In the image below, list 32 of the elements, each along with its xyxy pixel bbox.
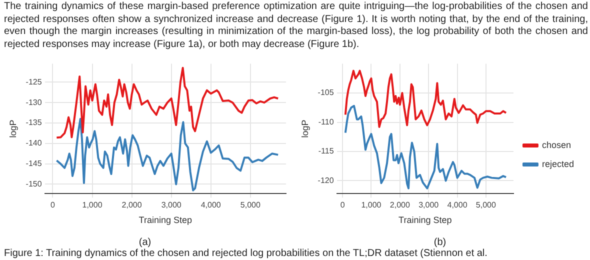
y-tick-label: -130	[26, 98, 42, 107]
x-tick-label: 3,000	[161, 200, 182, 210]
x-tick-label: 2,000	[390, 200, 410, 210]
y-tick-label: -135	[26, 118, 42, 128]
legend-label: chosen	[542, 140, 572, 150]
text: The training dynamics of these margin-based preference optimization are quite intriguing—the log-probabilities of the chosen and rejected responses often show a synchronized increase and decrease (Figure 1). It is worth noting that, by the end of the training, even though the margin increases (resulting in minimization of the margin-based loss), the log probability of both the chosen and rejected responses may increase (Figure 1a), or both may decrease (Figure 1b).	[4, 1, 588, 51]
x-tick-label: 2,000	[122, 200, 142, 210]
x-tick-label: 3,000	[418, 200, 440, 210]
y-axis-title: logP	[300, 120, 310, 138]
x-tick-label: 1,000	[361, 200, 382, 210]
x-axis-title: Training Step	[398, 215, 452, 226]
y-tick-label: -145	[26, 159, 42, 168]
x-tick-label: 0	[50, 200, 56, 210]
x-tick-label: 0	[340, 200, 346, 210]
y-tick-label: -140	[26, 138, 42, 148]
x-tick-label: 5,000	[476, 200, 497, 210]
y-axis-title: logP	[8, 120, 18, 138]
text: (a)	[138, 236, 152, 248]
text: (b)	[434, 236, 446, 248]
x-tick-label: 4,000	[447, 200, 468, 210]
y-tick-label: -115	[318, 146, 334, 156]
y-tick-label: -110	[318, 117, 334, 126]
y-tick-label: -105	[318, 88, 334, 98]
x-tick-label: 4,000	[200, 200, 222, 210]
y-tick-label: -125	[26, 77, 42, 86]
y-tick-label: -150	[26, 179, 42, 188]
y-tick-label: -120	[318, 176, 334, 185]
x-tick-label: 5,000	[240, 200, 261, 210]
x-axis-title: Training Step	[138, 215, 192, 226]
x-tick-label: 1,000	[82, 200, 103, 210]
caption: Figure 1: Training dynamics of the chosen and rejected log probabilities on the TL;DR dataset (Stiennon et al.	[4, 248, 488, 260]
legend-label: rejected	[542, 158, 574, 169]
